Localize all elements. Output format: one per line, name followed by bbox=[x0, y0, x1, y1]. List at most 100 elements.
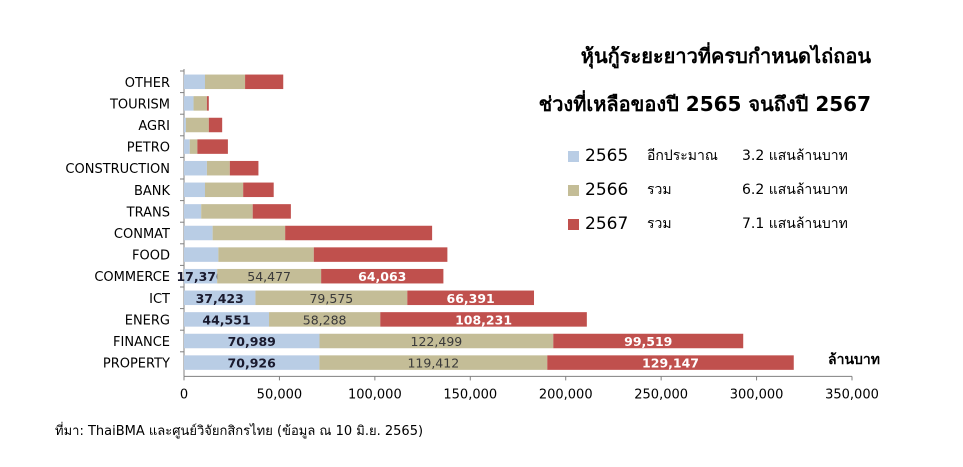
legend-word: รวม bbox=[647, 216, 672, 232]
data-label: 119,412 bbox=[407, 356, 459, 371]
bar-segment-2567 bbox=[407, 290, 535, 306]
chart-title-line-2: ช่วงที่เหลือของปี 2565 จนถึงปี 2567 bbox=[538, 92, 871, 116]
category-label: FOOD bbox=[132, 249, 170, 264]
data-label: 129,147 bbox=[642, 356, 699, 371]
legend-entry-2565: 2565 อีกประมาณ 3.2 แสนล้านบาท bbox=[568, 142, 848, 170]
bar-segment-2567 bbox=[321, 268, 444, 284]
data-label: 37,423 bbox=[196, 291, 244, 306]
bar-segment-2565 bbox=[184, 139, 190, 154]
legend-amount: 7.1 แสนล้านบาท bbox=[742, 216, 848, 232]
bar-segment-2566 bbox=[217, 268, 322, 284]
category-label: FINANCE bbox=[113, 335, 170, 350]
bar-segment-2565 bbox=[184, 182, 205, 198]
legend-entry-2566: 2566 รวม 6.2 แสนล้านบาท bbox=[568, 176, 848, 204]
chart-title-line-1: หุ้นกู้ระยะยาวที่ครบกำหนดไถ่ถอน bbox=[580, 44, 871, 68]
legend-year: 2565 bbox=[585, 146, 629, 166]
x-tick-label: 200,000 bbox=[539, 387, 593, 402]
data-label: 44,551 bbox=[202, 312, 250, 327]
bar-segment-2566 bbox=[204, 74, 246, 90]
x-tick-label: 0 bbox=[180, 387, 188, 402]
legend-swatch bbox=[568, 184, 579, 196]
data-label: 17,370 bbox=[176, 269, 225, 284]
data-label: 58,288 bbox=[303, 312, 347, 327]
legend-amount: 3.2 แสนล้านบาท bbox=[742, 148, 848, 164]
bar-segment-2565 bbox=[184, 96, 194, 111]
bar-segment-2565 bbox=[184, 117, 186, 133]
bar-segment-2565 bbox=[184, 333, 320, 349]
data-label: 70,989 bbox=[228, 334, 276, 349]
bar-segment-2565 bbox=[184, 312, 270, 327]
bar-segment-2567 bbox=[553, 333, 744, 349]
legend-word: รวม bbox=[647, 182, 672, 198]
x-tick-label: 100,000 bbox=[348, 387, 402, 402]
data-label: 64,063 bbox=[358, 269, 406, 284]
bar-segment-2567 bbox=[547, 355, 794, 370]
bar-segment-2567 bbox=[245, 74, 284, 90]
data-label: 122,499 bbox=[411, 334, 463, 349]
legend-year: 2567 bbox=[585, 214, 629, 234]
x-tick-label: 300,000 bbox=[730, 387, 784, 402]
source-note: ที่มา: ThaiBMA และศูนย์วิจัยกสิกรไทย (ข้… bbox=[55, 424, 424, 439]
legend-amount: 6.2 แสนล้านบาท bbox=[742, 182, 848, 198]
bar-segment-2566 bbox=[319, 355, 548, 370]
bar-segment-2567 bbox=[206, 96, 209, 111]
bar-segment-2567 bbox=[197, 139, 228, 154]
bar-segment-2566 bbox=[204, 182, 244, 198]
category-label: BANK bbox=[134, 184, 171, 199]
bar-segment-2567 bbox=[208, 117, 223, 133]
bar-segment-2567 bbox=[229, 160, 259, 176]
bar-segment-2565 bbox=[184, 247, 219, 262]
x-tick-label: 50,000 bbox=[257, 387, 303, 402]
legend-word: อีกประมาณ bbox=[647, 148, 718, 164]
bar-segment-2566 bbox=[201, 204, 253, 219]
bar-segment-2565 bbox=[184, 204, 202, 219]
x-axis-unit-label: ล้านบาท bbox=[828, 352, 880, 368]
data-label: 108,231 bbox=[455, 312, 512, 327]
bar-segment-2566 bbox=[319, 333, 554, 349]
bar-segment-2565 bbox=[184, 355, 320, 370]
category-label: TOURISM bbox=[109, 97, 170, 112]
category-label: CONSTRUCTION bbox=[65, 162, 170, 177]
data-label: 66,391 bbox=[447, 291, 495, 306]
bar-segment-2565 bbox=[184, 290, 256, 306]
bar-segment-2566 bbox=[269, 312, 381, 327]
x-tick-label: 150,000 bbox=[443, 387, 497, 402]
bar-segment-2565 bbox=[184, 268, 218, 284]
data-label: 79,575 bbox=[309, 291, 353, 306]
legend-entry-2567: 2567 รวม 7.1 แสนล้านบาท bbox=[568, 210, 848, 238]
bar-segment-2566 bbox=[185, 117, 209, 133]
data-label: 99,519 bbox=[624, 334, 672, 349]
bar-segment-2567 bbox=[252, 204, 291, 219]
bar-segment-2566 bbox=[218, 247, 314, 262]
category-label: COMMERCE bbox=[94, 270, 170, 285]
bar-segment-2567 bbox=[243, 182, 274, 198]
legend-year: 2566 bbox=[585, 180, 629, 200]
bar-segment-2567 bbox=[313, 247, 448, 262]
legend-swatch bbox=[568, 218, 579, 230]
category-label: CONMAT bbox=[114, 227, 170, 242]
bar-segment-2566 bbox=[189, 139, 198, 154]
bar-segment-2567 bbox=[380, 312, 587, 327]
x-tick-label: 250,000 bbox=[634, 387, 688, 402]
data-label: 54,477 bbox=[247, 269, 291, 284]
bar-segment-2565 bbox=[184, 160, 207, 176]
legend-swatch bbox=[568, 150, 579, 162]
bar-segment-2566 bbox=[212, 225, 286, 241]
category-label: PROPERTY bbox=[103, 357, 170, 372]
category-label: OTHER bbox=[125, 76, 170, 91]
bar-segment-2566 bbox=[206, 160, 230, 176]
bar-segment-2565 bbox=[184, 74, 205, 90]
category-label: ENERG bbox=[125, 313, 170, 328]
bar-segment-2567 bbox=[285, 225, 433, 241]
data-label: 70,926 bbox=[228, 356, 277, 371]
bar-segment-2565 bbox=[184, 225, 213, 241]
category-label: TRANS bbox=[126, 205, 170, 220]
x-tick-label: 350,000 bbox=[825, 387, 879, 402]
bar-segment-2566 bbox=[193, 96, 207, 111]
category-label: AGRI bbox=[138, 119, 170, 134]
category-label: ICT bbox=[149, 292, 170, 307]
bar-segment-2566 bbox=[255, 290, 408, 306]
category-label: PETRO bbox=[127, 141, 170, 156]
